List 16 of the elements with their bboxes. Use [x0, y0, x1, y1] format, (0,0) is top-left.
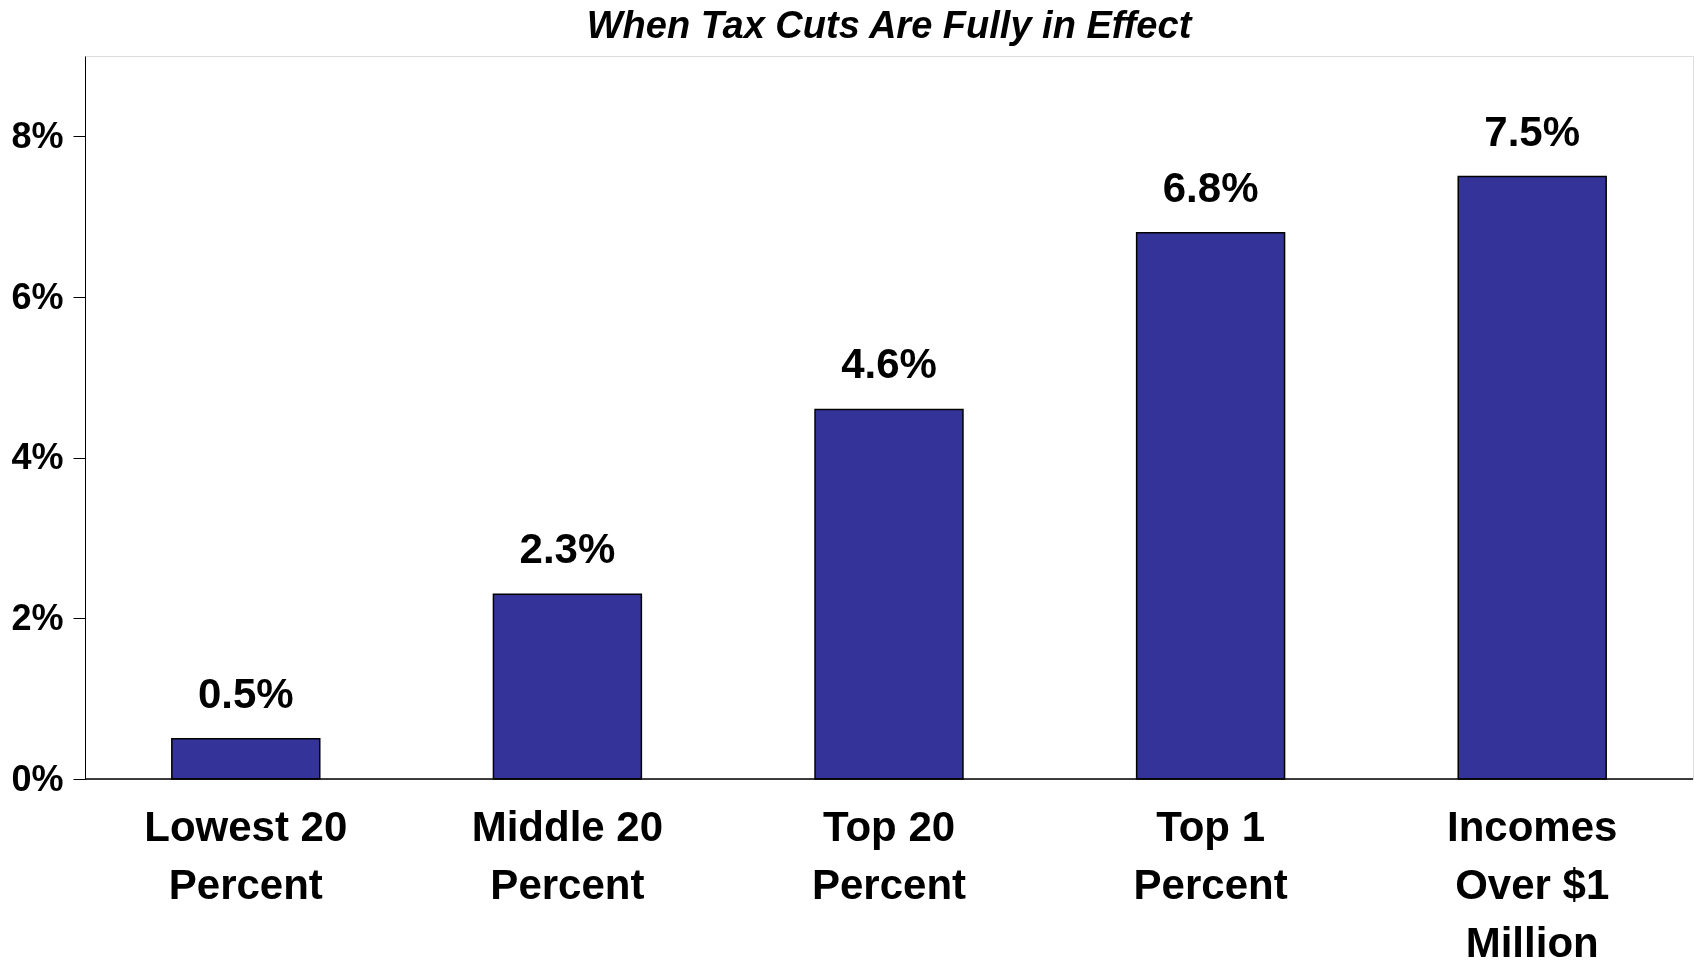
x-tick-label: Middle 20 Percent: [471, 802, 664, 908]
data-label: 0.5%: [197, 669, 294, 717]
x-tick-label: Incomes Over $1 Million: [1447, 802, 1618, 966]
y-tick-label: 2%: [11, 596, 64, 638]
x-tick-label: Lowest 20 Percent: [144, 802, 348, 908]
data-label: 4.6%: [841, 340, 937, 388]
x-tick-label: Top 1 Percent: [1133, 802, 1288, 908]
data-label: 6.8%: [1162, 163, 1259, 211]
y-tick-label: 6%: [11, 275, 64, 317]
data-label: 7.5%: [1484, 107, 1581, 155]
chart-title: When Tax Cuts Are Fully in Effect: [586, 4, 1193, 46]
data-label: 2.3%: [519, 525, 616, 573]
y-tick-label: 0%: [11, 757, 64, 799]
y-tick-label: 4%: [11, 436, 64, 478]
x-tick-label: Top 20 Percent: [811, 802, 967, 908]
y-tick-label: 8%: [11, 114, 64, 156]
